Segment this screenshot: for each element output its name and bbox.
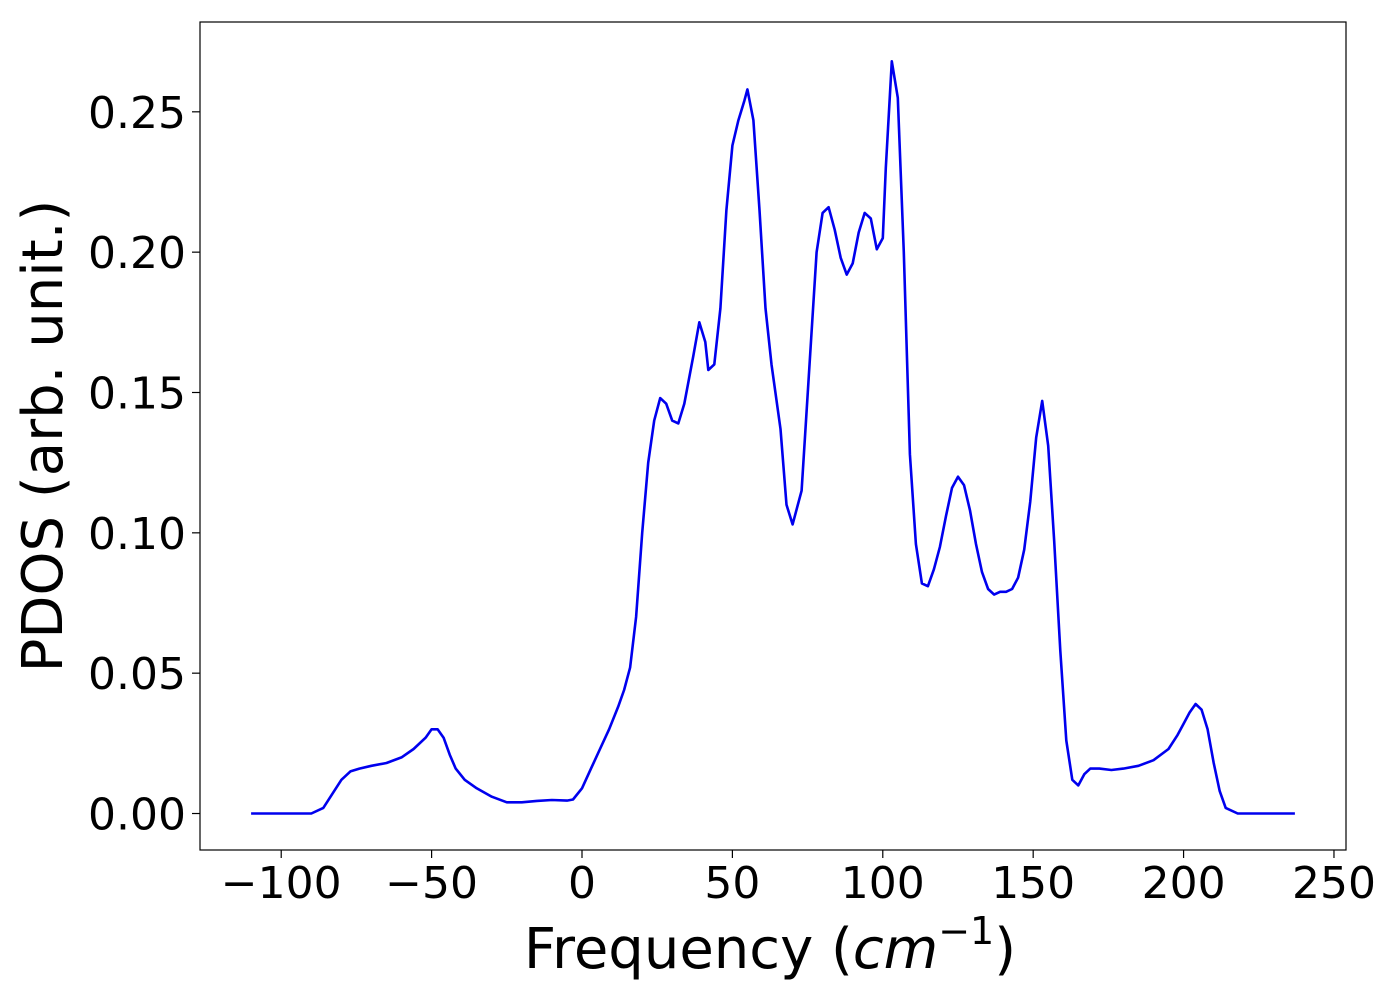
series-line-0 xyxy=(251,60,1295,815)
y-tick-label: 0.05 xyxy=(88,649,186,700)
x-axis-label-close: ) xyxy=(994,917,1016,982)
x-tick-label: 250 xyxy=(1292,858,1376,909)
x-tick-label: −100 xyxy=(221,858,342,909)
x-axis-label-unit: cm xyxy=(853,917,938,982)
x-tick-label: 50 xyxy=(704,858,760,909)
x-axis-ticks: −100 −50 0 50 100 150 200 250 xyxy=(221,850,1376,909)
x-tick-label: 200 xyxy=(1142,858,1226,909)
x-axis-label-text: Frequency ( xyxy=(524,917,853,982)
x-tick-label: 100 xyxy=(841,858,925,909)
plot-frame xyxy=(199,21,1347,851)
series-layer xyxy=(251,60,1295,815)
y-axis-ticks: 0.00 0.05 0.10 0.15 0.20 0.25 xyxy=(88,88,200,841)
x-axis-label: Frequency (cm−1) xyxy=(524,909,1016,982)
y-tick-label: 0.00 xyxy=(88,790,186,841)
x-tick-label: 0 xyxy=(568,858,596,909)
y-tick-label: 0.10 xyxy=(88,509,186,560)
y-axis-label: PDOS (arb. unit.) xyxy=(11,200,76,673)
x-axis-label-exponent: −1 xyxy=(938,909,994,953)
x-tick-label: 150 xyxy=(991,858,1075,909)
x-tick-label: −50 xyxy=(385,858,478,909)
y-tick-label: 0.25 xyxy=(88,88,186,139)
y-tick-label: 0.20 xyxy=(88,228,186,279)
y-tick-label: 0.15 xyxy=(88,368,186,419)
